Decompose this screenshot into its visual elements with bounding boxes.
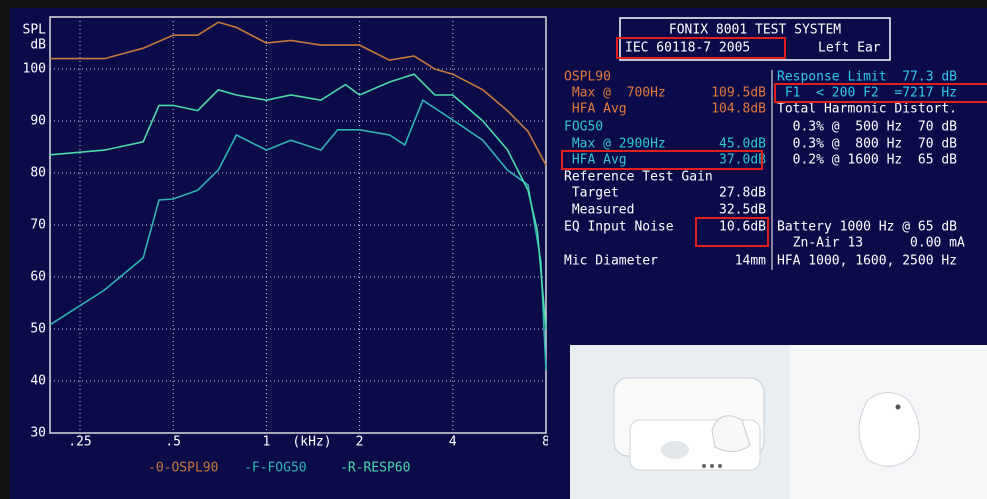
screen: 30405060708090100.25.51248(kHz)SPLdB FON…	[0, 0, 987, 499]
panel-label: Measured	[564, 203, 634, 218]
y-axis-label: dB	[30, 38, 46, 53]
panel-label: Max @ 700Hz	[564, 86, 666, 101]
panel-value: 104.8dB	[711, 102, 766, 117]
x-tick-label: 2	[356, 435, 364, 450]
panel-standard: IEC 60118-7 2005	[625, 41, 750, 56]
panel-line: 0.3% @ 800 Hz 70 dB	[777, 137, 957, 152]
y-tick-label: 100	[23, 62, 46, 77]
y-tick-label: 40	[30, 374, 46, 389]
panel-value: 14mm	[735, 254, 766, 269]
panel-line: F1 < 200 F2 =7217 Hz	[777, 86, 957, 101]
y-tick-label: 90	[30, 114, 46, 129]
y-tick-label: 30	[30, 426, 46, 441]
panel-value: 32.5dB	[719, 203, 766, 218]
bud-slot	[661, 441, 689, 459]
panel-value: 45.0dB	[719, 137, 766, 152]
panel-label: EQ Input Noise	[564, 220, 674, 235]
led	[710, 464, 714, 468]
x-tick-label: 1	[262, 435, 270, 450]
x-tick-label: .5	[165, 435, 181, 450]
page: 30405060708090100.25.51248(kHz)SPLdB FON…	[0, 0, 987, 499]
panel-label: Mic Diameter	[564, 254, 658, 269]
led	[702, 464, 706, 468]
panel-line: 0.3% @ 500 Hz 70 dB	[777, 120, 957, 135]
panel-value: 10.6dB	[719, 220, 766, 235]
panel-label: Reference Test Gain	[564, 170, 713, 185]
panel-label: HFA Avg	[564, 102, 627, 117]
x-tick-label: .25	[68, 435, 91, 450]
panel-line: HFA 1000, 1600, 2500 Hz	[777, 254, 957, 269]
legend-entry: -R-RESP60	[340, 461, 410, 476]
panel-line: 0.2% @ 1600 Hz 65 dB	[777, 153, 957, 168]
panel-line: Total Harmonic Distort.	[777, 102, 957, 117]
legend-entry: -F-FOG50	[244, 461, 307, 476]
y-tick-label: 70	[30, 218, 46, 233]
bud-close	[859, 393, 919, 467]
panel-label: Target	[564, 186, 619, 201]
panel-label: OSPL90	[564, 70, 611, 85]
panel-line: Battery 1000 Hz @ 65 dB	[777, 220, 957, 235]
panel-line: Response Limit 77.3 dB	[777, 70, 957, 85]
panel-ear: Left Ear	[818, 41, 881, 56]
panel-value: 109.5dB	[711, 86, 766, 101]
x-axis-label: (kHz)	[292, 435, 331, 450]
product-photo	[570, 345, 987, 499]
panel-label: Max @ 2900Hz	[564, 137, 666, 152]
legend-entry: -0-OSPL90	[148, 461, 218, 476]
panel-title: FONIX 8001 TEST SYSTEM	[669, 23, 841, 38]
y-tick-label: 50	[30, 322, 46, 337]
panel-value: 27.8dB	[719, 186, 766, 201]
y-axis-label: SPL	[23, 23, 47, 38]
x-tick-label: 4	[449, 435, 457, 450]
panel-label: FOG50	[564, 120, 603, 135]
y-tick-label: 80	[30, 166, 46, 181]
led	[718, 464, 722, 468]
panel-label: HFA Avg	[564, 153, 627, 168]
y-tick-label: 60	[30, 270, 46, 285]
bud-port	[896, 405, 901, 410]
panel-value: 37.0dB	[719, 153, 766, 168]
panel-line: Zn-Air 13 0.00 mA	[777, 236, 965, 251]
